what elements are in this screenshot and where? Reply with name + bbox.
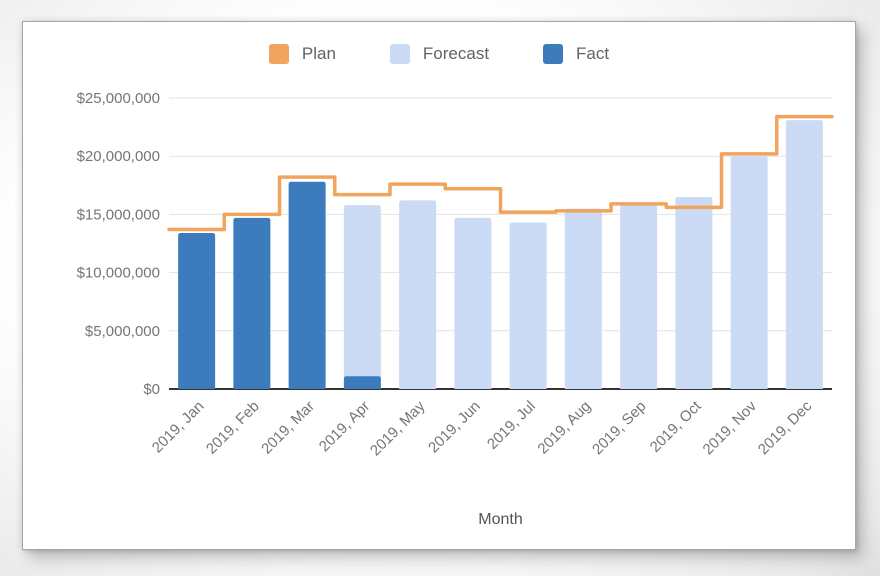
x-tick-label: 2019, Jul (484, 398, 539, 453)
x-tick-label: 2019, Jun (425, 398, 484, 457)
forecast-swatch-icon (389, 44, 410, 64)
legend-label-fact: Fact (576, 44, 610, 63)
bar-forecast-2019, Nov[interactable] (730, 156, 768, 389)
bar-forecast-2019, Oct[interactable] (675, 196, 713, 389)
bar-forecast-2019, Jul[interactable] (509, 222, 547, 389)
plan-swatch-icon (268, 44, 289, 64)
bar-forecast-2019, May[interactable] (399, 200, 437, 389)
x-tick-label: 2019, Nov (700, 397, 761, 458)
x-tick-label: 2019, Sep (589, 398, 649, 458)
bar-fact-2019, Jan[interactable] (178, 233, 216, 389)
x-axis-title: Month (478, 511, 523, 528)
legend-item-forecast[interactable]: Forecast (389, 44, 490, 64)
x-tick-label: 2019, Oct (647, 397, 706, 456)
x-tick-label: 2019, Feb (203, 398, 263, 458)
y-tick-label: $5,000,000 (85, 323, 160, 340)
y-tick-label: $20,000,000 (77, 148, 160, 165)
x-tick-label: 2019, Aug (534, 398, 594, 458)
plan-step-line[interactable] (167, 114, 834, 232)
bar-forecast-2019, Sep[interactable] (620, 205, 658, 389)
x-tick-label: 2019, Dec (755, 397, 816, 458)
bar-fact-2019, Apr[interactable] (343, 376, 381, 389)
bar-forecast-2019, Apr[interactable] (343, 205, 381, 389)
y-tick-label: $0 (143, 381, 160, 398)
legend-item-plan[interactable]: Plan (268, 44, 336, 64)
chart-canvas: $0 $5,000,000 $10,000,000 $15,000,000 $20,00… (77, 90, 834, 459)
bar-forecast-2019, Dec[interactable] (785, 120, 823, 389)
x-tick-label: 2019, Jan (149, 398, 208, 457)
legend-label-plan: Plan (301, 44, 336, 63)
chart-legend: Plan Forecast Fact (23, 44, 855, 64)
bar-forecast-2019, Jun[interactable] (454, 217, 492, 389)
fact-swatch-icon (543, 44, 564, 64)
bar-forecast-2019, Aug[interactable] (564, 208, 602, 389)
x-tick-label: 2019, Mar (258, 398, 318, 458)
bar-fact-2019, Mar[interactable] (288, 181, 326, 389)
x-tick-label: 2019, Apr (316, 398, 373, 455)
bar-fact-2019, Feb[interactable] (233, 217, 271, 389)
chart-card: Plan Forecast Fact $0 $5,000,000 $10,000,0… (22, 21, 856, 550)
x-tick-label: 2019, May (367, 397, 429, 459)
y-tick-label: $15,000,000 (77, 206, 160, 223)
y-tick-label: $25,000,000 (77, 90, 160, 107)
legend-label-forecast: Forecast (422, 44, 490, 63)
legend-item-fact[interactable]: Fact (543, 44, 609, 64)
y-tick-label: $10,000,000 (77, 265, 160, 282)
